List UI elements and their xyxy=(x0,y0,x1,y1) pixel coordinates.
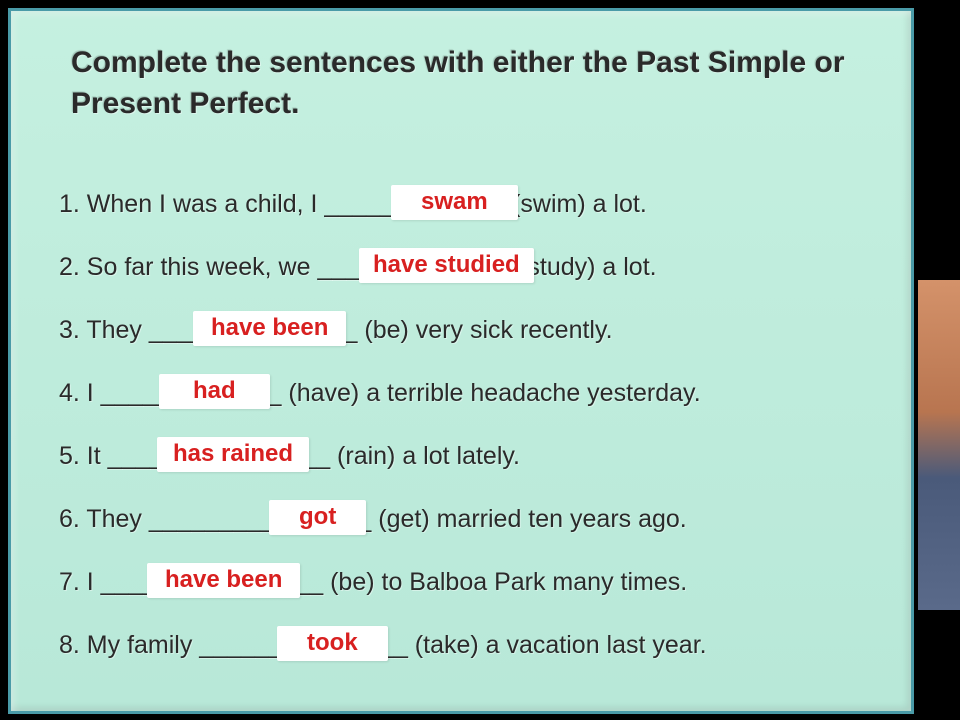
answer-label: have studied xyxy=(359,248,534,283)
sentence-text: 6. They ________________ (get) married t… xyxy=(59,505,687,533)
sentence-row: 6. They ________________ (get) married t… xyxy=(59,504,879,534)
answer-label: got xyxy=(269,500,366,535)
sentence-text: 2. So far this week, we ______________ (… xyxy=(59,253,657,281)
sentence-text: 1. When I was a child, I _____________ (… xyxy=(59,190,647,218)
answer-label: has rained xyxy=(157,437,309,472)
answer-label: had xyxy=(159,374,270,409)
instruction-title: Complete the sentences with either the P… xyxy=(71,43,871,124)
sentence-row: 1. When I was a child, I _____________ (… xyxy=(59,189,879,219)
sentence-text: 4. I _____________ (have) a terrible hea… xyxy=(59,379,701,407)
sentence-row: 7. I ________________ (be) to Balboa Par… xyxy=(59,567,879,597)
slide-panel: Complete the sentences with either the P… xyxy=(8,8,914,714)
sentence-row: 2. So far this week, we ______________ (… xyxy=(59,252,879,282)
decorative-strip xyxy=(918,280,960,610)
sentence-list: 1. When I was a child, I _____________ (… xyxy=(59,189,879,693)
answer-label: have been xyxy=(193,311,346,346)
sentence-row: 5. It ________________ (rain) a lot late… xyxy=(59,441,879,471)
sentence-row: 4. I _____________ (have) a terrible hea… xyxy=(59,378,879,408)
answer-label: swam xyxy=(391,185,518,220)
answer-label: have been xyxy=(147,563,300,598)
answer-label: took xyxy=(277,626,388,661)
sentence-row: 8. My family _______________ (take) a va… xyxy=(59,630,879,660)
sentence-row: 3. They _______________ (be) very sick r… xyxy=(59,315,879,345)
